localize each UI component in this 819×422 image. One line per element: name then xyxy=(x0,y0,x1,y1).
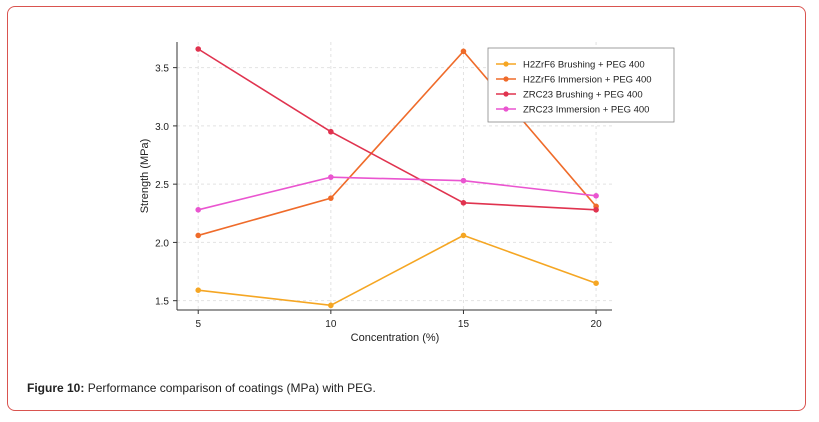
legend-label: ZRC23 Brushing + PEG 400 xyxy=(523,90,643,101)
data-point xyxy=(195,46,202,52)
legend-swatch-marker xyxy=(503,61,509,67)
data-point xyxy=(328,128,334,135)
data-point xyxy=(195,206,202,213)
x-tick-label: 15 xyxy=(458,319,470,330)
legend-swatch-marker xyxy=(503,76,509,82)
data-point xyxy=(328,195,334,201)
legend-box xyxy=(487,47,675,123)
figure-label: Figure 10: xyxy=(27,381,85,395)
series-group xyxy=(195,46,599,309)
data-point xyxy=(460,232,467,239)
legend-label: ZRC23 Immersion + PEG 400 xyxy=(523,105,649,116)
data-point xyxy=(195,232,202,239)
series-line xyxy=(198,176,597,211)
data-point xyxy=(460,48,467,55)
y-tick-label: 3.0 xyxy=(155,122,169,133)
data-point xyxy=(195,287,202,293)
data-point xyxy=(593,206,599,213)
axes xyxy=(176,42,612,311)
legend-label: H2ZrF6 Brushing + PEG 400 xyxy=(523,60,645,71)
y-tick-label: 3.5 xyxy=(155,64,169,75)
legend: H2ZrF6 Brushing + PEG 400 H2ZrF6 Immersio… xyxy=(487,47,675,123)
y-tick-label: 1.5 xyxy=(155,297,169,308)
data-point xyxy=(328,302,334,309)
y-axis-label: Strength (MPa) xyxy=(139,139,151,214)
legend-label: H2ZrF6 Immersion + PEG 400 xyxy=(523,75,652,86)
series-line xyxy=(198,234,597,307)
ticks: 1.5 2.0 2.5 3.0 3.5 5 10 15 20 xyxy=(155,64,602,330)
y-tick-label: 2.5 xyxy=(155,180,169,191)
figure-frame xyxy=(7,6,806,411)
series-line xyxy=(197,48,597,211)
data-point xyxy=(328,174,334,180)
data-point xyxy=(593,280,599,287)
x-tick-label: 10 xyxy=(325,319,337,330)
x-tick-label: 5 xyxy=(195,319,201,330)
data-point xyxy=(460,177,467,184)
y-tick-label: 2.0 xyxy=(155,238,169,249)
data-point xyxy=(593,193,599,199)
legend-swatch-marker xyxy=(503,91,509,97)
figure-caption-text: Performance comparison of coatings (MPa)… xyxy=(84,381,376,395)
x-axis-label: Concentration (%) xyxy=(351,332,440,344)
data-point xyxy=(460,200,467,206)
figure-caption: Figure 10: Performance comparison of coa… xyxy=(27,381,376,395)
x-tick-label: 20 xyxy=(591,319,603,330)
legend-swatch-marker xyxy=(503,106,509,112)
series-line xyxy=(198,50,597,237)
